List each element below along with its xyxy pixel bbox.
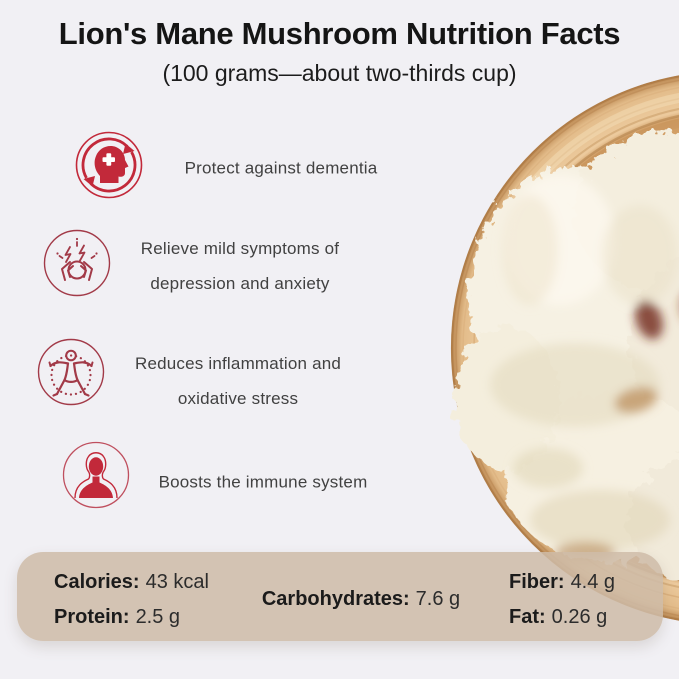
nutrition-facts-panel: Calories: 43 kcal Protein: 2.5 g Carbohydr… [17, 552, 663, 641]
benefit-text-line: oxidative stress [177, 389, 299, 408]
fat-value: 0.26 g [551, 606, 608, 628]
mushroom-shading [490, 175, 678, 562]
protein-label: Protein: [54, 606, 130, 628]
benefit-text-dementia: Protect against dementia [184, 158, 378, 178]
nutrition-protein: Protein: 2.5 g [54, 606, 180, 629]
carbohydrates-label: Carbohydrates: [261, 588, 410, 610]
benefit-text-line: Relieve mild symptoms of [140, 239, 340, 258]
nutrition-carbohydrates: Carbohydrates: 7.6 g [262, 588, 460, 611]
stress-relief-icon [43, 229, 111, 297]
nutrition-fiber: Fiber: 4.4 g [509, 571, 615, 594]
calories-value: 43 kcal [145, 571, 209, 593]
fiber-label: Fiber: [509, 571, 565, 593]
page-title: Lion's Mane Mushroom Nutrition Facts [58, 16, 621, 51]
fiber-value: 4.4 g [570, 571, 616, 593]
benefit-text-depression: Relieve mild symptoms of depression and … [141, 231, 339, 301]
calories-label: Calories: [54, 571, 140, 593]
body-inflammation-icon [37, 338, 105, 406]
fat-label: Fat: [509, 606, 546, 628]
nutrition-fat: Fat: 0.26 g [509, 606, 607, 629]
benefit-text-line: depression and anxiety [150, 274, 330, 293]
nutrition-calories: Calories: 43 kcal [54, 571, 209, 594]
carbohydrates-value: 7.6 g [415, 588, 461, 610]
protein-value: 2.5 g [135, 606, 181, 628]
benefit-text-immune: Boosts the immune system [158, 472, 368, 492]
immune-system-icon [62, 441, 130, 509]
brain-protection-icon [75, 131, 143, 199]
page-subtitle: (100 grams—about two-thirds cup) [162, 60, 517, 86]
benefit-text-line: Reduces inflammation and [134, 354, 342, 373]
benefit-text-inflammation: Reduces inflammation and oxidative stres… [135, 346, 341, 416]
